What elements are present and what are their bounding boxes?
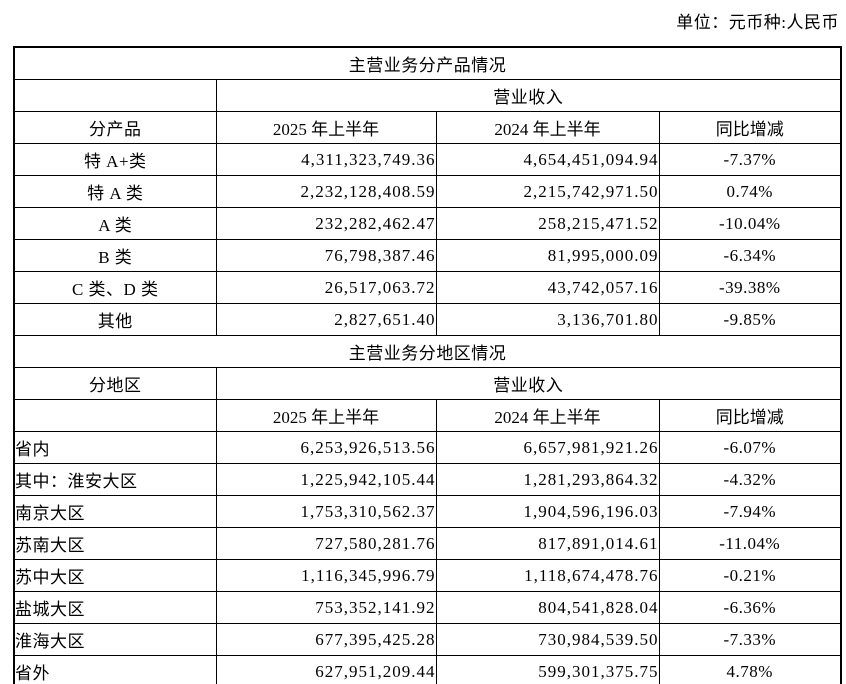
value-2024-cell: 81,995,000.09	[435, 239, 660, 272]
table-row: 省外 627,951,209.44 599,301,375.75 4.78%	[13, 655, 842, 684]
column-header-cell: 2025 年上半年	[215, 399, 437, 432]
stub-header-cell: 分产品	[13, 111, 217, 144]
value-2025-cell: 4,311,323,749.36	[215, 143, 437, 176]
change-cell: -6.34%	[658, 239, 842, 272]
table-row: 苏中大区 1,116,345,996.79 1,118,674,478.76 -0.2…	[13, 559, 842, 592]
column-header-cell: 同比增减	[658, 399, 842, 432]
table-row: 其他 2,827,651.40 3,136,701.80 -9.85%	[13, 303, 842, 336]
value-2024-cell: 3,136,701.80	[435, 303, 660, 336]
table-row: 特 A+类 4,311,323,749.36 4,654,451,094.94 -7.…	[13, 143, 842, 176]
stub-header-cell: 分地区	[13, 367, 217, 400]
table-row: 特 A 类 2,232,128,408.59 2,215,742,971.50 0.7…	[13, 175, 842, 208]
table-row: 苏南大区 727,580,281.76 817,891,014.61 -11.04%	[13, 527, 842, 560]
table-row: C 类、D 类 26,517,063.72 43,742,057.16 -39.38%	[13, 271, 842, 304]
column-header-cell: 同比增减	[658, 111, 842, 144]
row-label-cell: 其中：淮安大区	[13, 463, 217, 496]
group-header-row: 营业收入	[13, 79, 842, 112]
column-header-cell: 2024 年上半年	[435, 399, 660, 432]
change-cell: -11.04%	[658, 527, 842, 560]
table-row: 其中：淮安大区 1,225,942,105.44 1,281,293,864.32-…	[13, 463, 842, 496]
change-cell: -7.37%	[658, 143, 842, 176]
value-2025-cell: 1,116,345,996.79	[215, 559, 437, 592]
value-2025-cell: 1,753,310,562.37	[215, 495, 437, 528]
change-cell: -9.85%	[658, 303, 842, 336]
row-label-cell: 省内	[13, 431, 217, 464]
row-label-cell: C 类、D 类	[13, 271, 217, 304]
value-2024-cell: 804,541,828.04	[435, 591, 660, 624]
row-label-cell: 盐城大区	[13, 591, 217, 624]
value-2025-cell: 26,517,063.72	[215, 271, 437, 304]
row-label-cell: 特 A 类	[13, 175, 217, 208]
value-2024-cell: 1,904,596,196.03	[435, 495, 660, 528]
table-row: 南京大区 1,753,310,562.37 1,904,596,196.03 -7.9…	[13, 495, 842, 528]
row-label-cell: 南京大区	[13, 495, 217, 528]
change-cell: -6.36%	[658, 591, 842, 624]
column-header-row: 2025 年上半年 2024 年上半年 同比增减	[13, 399, 842, 432]
row-label-cell: 其他	[13, 303, 217, 336]
value-2025-cell: 76,798,387.46	[215, 239, 437, 272]
table-row: 省内 6,253,926,513.56 6,657,981,921.26 -6.07%	[13, 431, 842, 464]
value-2025-cell: 627,951,209.44	[215, 655, 437, 684]
table-title: 主营业务分地区情况	[13, 335, 842, 368]
change-cell: -6.07%	[658, 431, 842, 464]
column-header-cell: 2024 年上半年	[435, 111, 660, 144]
value-2024-cell: 6,657,981,921.26	[435, 431, 660, 464]
change-cell: 0.74%	[658, 175, 842, 208]
column-header-row: 分产品 2025 年上半年 2024 年上半年 同比增减	[13, 111, 842, 144]
change-cell: 4.78%	[658, 655, 842, 684]
change-cell: -7.94%	[658, 495, 842, 528]
table-row: 淮海大区 677,395,425.28 730,984,539.50 -7.33%	[13, 623, 842, 656]
value-2025-cell: 677,395,425.28	[215, 623, 437, 656]
row-label-cell: 苏南大区	[13, 527, 217, 560]
value-2024-cell: 1,281,293,864.32	[435, 463, 660, 496]
row-label-cell: A 类	[13, 207, 217, 240]
value-2025-cell: 727,580,281.76	[215, 527, 437, 560]
value-2025-cell: 2,232,128,408.59	[215, 175, 437, 208]
group-header-cell: 营业收入	[215, 367, 842, 400]
stub-header-cell	[13, 79, 217, 112]
change-cell: -10.04%	[658, 207, 842, 240]
value-2024-cell: 730,984,539.50	[435, 623, 660, 656]
change-cell: -7.33%	[658, 623, 842, 656]
value-2025-cell: 6,253,926,513.56	[215, 431, 437, 464]
table-title-row: 主营业务分地区情况	[13, 335, 842, 368]
stub-header-cell	[13, 399, 217, 432]
table-row: 盐城大区 753,352,141.92 804,541,828.04 -6.36%	[13, 591, 842, 624]
value-2024-cell: 599,301,375.75	[435, 655, 660, 684]
table-row: B 类 76,798,387.46 81,995,000.09 -6.34%	[13, 239, 842, 272]
value-2025-cell: 1,225,942,105.44	[215, 463, 437, 496]
change-cell: -4.32%	[658, 463, 842, 496]
group-header-row: 分地区 营业收入	[13, 367, 842, 400]
row-label-cell: 特 A+类	[13, 143, 217, 176]
value-2024-cell: 2,215,742,971.50	[435, 175, 660, 208]
column-header-cell: 2025 年上半年	[215, 111, 437, 144]
table-body: 主营业务分产品情况 营业收入 分产品 2025 年上半年 2024 年上半年 同比增减特 …	[13, 46, 842, 684]
main-business-table: 主营业务分产品情况 营业收入 分产品 2025 年上半年 2024 年上半年 同比增减特 …	[13, 46, 842, 684]
value-2024-cell: 817,891,014.61	[435, 527, 660, 560]
change-cell: -0.21%	[658, 559, 842, 592]
value-2024-cell: 1,118,674,478.76	[435, 559, 660, 592]
row-label-cell: B 类	[13, 239, 217, 272]
group-header-cell: 营业收入	[215, 79, 842, 112]
value-2025-cell: 2,827,651.40	[215, 303, 437, 336]
value-2024-cell: 4,654,451,094.94	[435, 143, 660, 176]
change-cell: -39.38%	[658, 271, 842, 304]
row-label-cell: 省外	[13, 655, 217, 684]
table-row: A 类 232,282,462.47 258,215,471.52 -10.04%	[13, 207, 842, 240]
table-title: 主营业务分产品情况	[13, 46, 842, 80]
table-title-row: 主营业务分产品情况	[13, 46, 842, 80]
value-2025-cell: 753,352,141.92	[215, 591, 437, 624]
value-2024-cell: 258,215,471.52	[435, 207, 660, 240]
row-label-cell: 苏中大区	[13, 559, 217, 592]
value-2025-cell: 232,282,462.47	[215, 207, 437, 240]
unit-currency-note: 单位：元币种:人民币	[676, 13, 839, 32]
value-2024-cell: 43,742,057.16	[435, 271, 660, 304]
row-label-cell: 淮海大区	[13, 623, 217, 656]
